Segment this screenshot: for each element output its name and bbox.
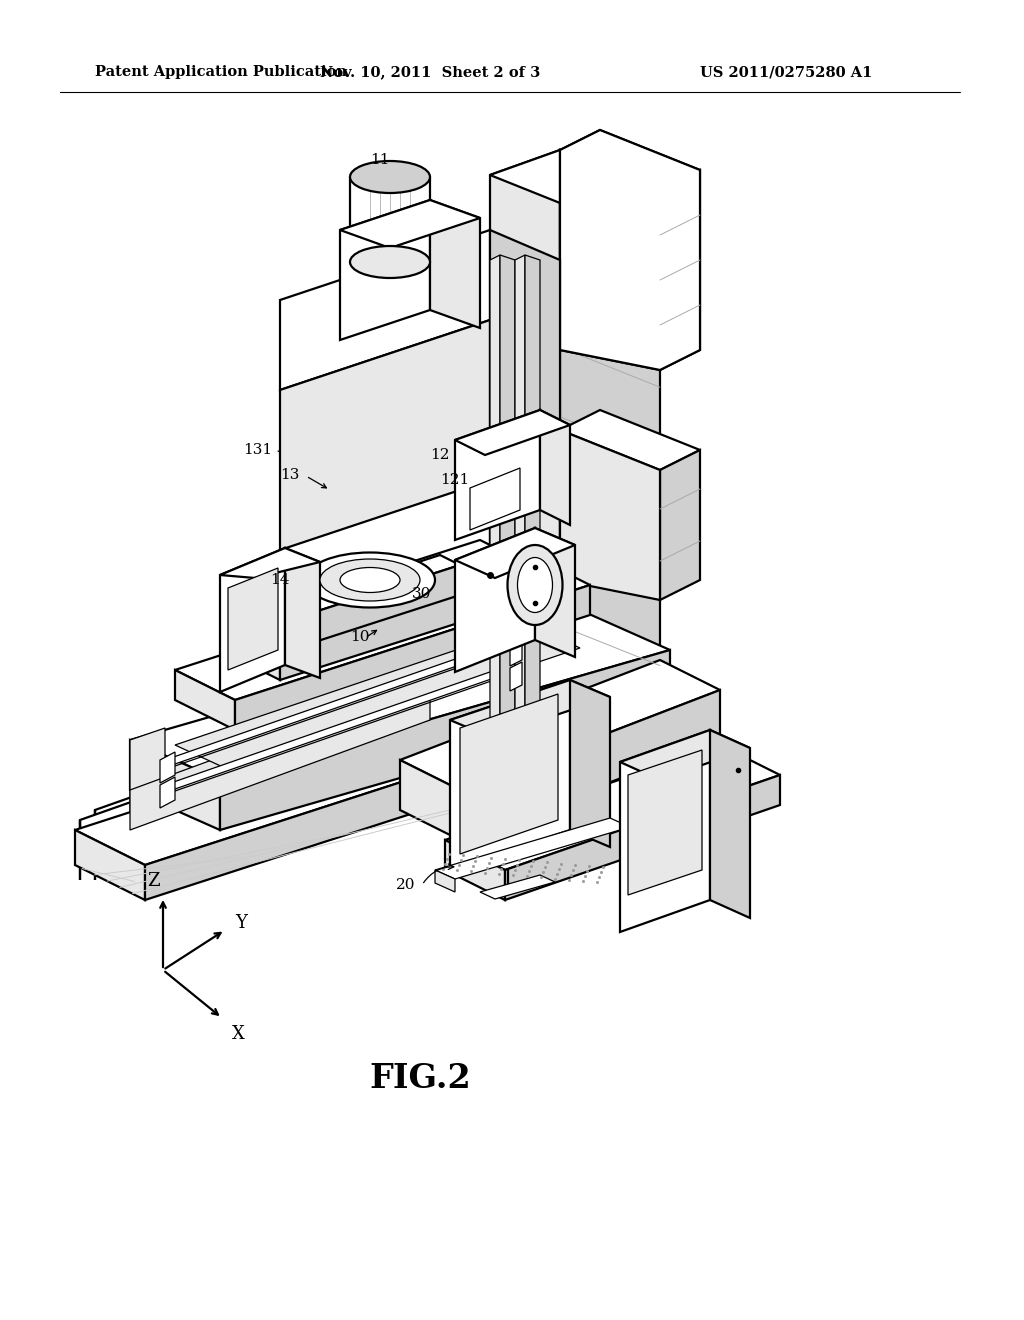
Text: 14: 14 [270,573,290,587]
Polygon shape [175,624,580,768]
Polygon shape [175,671,234,730]
Ellipse shape [305,553,435,607]
Polygon shape [450,680,570,870]
Text: FIG.2: FIG.2 [369,1061,471,1094]
Text: 20: 20 [395,878,415,892]
Polygon shape [130,610,670,780]
Polygon shape [560,129,700,190]
Polygon shape [628,750,702,895]
Text: 13: 13 [281,469,300,482]
Ellipse shape [340,568,400,593]
Polygon shape [620,730,710,932]
Polygon shape [80,700,420,861]
Polygon shape [660,170,700,370]
Polygon shape [95,696,420,845]
Polygon shape [75,830,145,900]
Text: 30: 30 [412,587,431,601]
Polygon shape [230,620,280,680]
Polygon shape [500,255,515,725]
Polygon shape [228,568,278,671]
Polygon shape [490,230,560,480]
Polygon shape [270,610,290,649]
Text: Patent Application Publication: Patent Application Publication [95,65,347,79]
Polygon shape [435,870,455,892]
Polygon shape [400,760,460,840]
Text: 10: 10 [350,630,370,644]
Polygon shape [560,150,660,370]
Polygon shape [515,255,525,725]
Polygon shape [490,150,560,755]
Polygon shape [340,201,480,248]
Polygon shape [540,411,570,525]
Polygon shape [510,663,522,690]
Polygon shape [285,548,319,678]
Polygon shape [400,660,720,789]
Ellipse shape [319,558,420,601]
Polygon shape [560,150,660,770]
FancyArrowPatch shape [424,863,454,883]
Polygon shape [160,777,175,808]
Polygon shape [455,528,535,672]
Polygon shape [560,129,700,370]
Polygon shape [435,818,630,879]
Polygon shape [280,319,490,550]
Polygon shape [460,690,720,840]
Polygon shape [130,741,220,830]
Polygon shape [340,201,430,341]
Polygon shape [480,875,555,899]
Polygon shape [234,585,590,730]
Polygon shape [75,660,670,865]
Text: X: X [232,1026,245,1043]
Polygon shape [165,665,520,789]
Polygon shape [455,411,540,540]
Polygon shape [130,680,430,830]
Polygon shape [560,430,660,601]
Polygon shape [710,730,750,917]
Polygon shape [445,840,505,900]
Polygon shape [620,730,750,780]
Polygon shape [445,744,780,870]
Polygon shape [450,680,610,737]
Polygon shape [270,554,460,620]
Ellipse shape [517,557,553,612]
Polygon shape [220,548,319,578]
Polygon shape [660,450,700,601]
Polygon shape [535,528,575,657]
Polygon shape [490,255,500,725]
Polygon shape [510,638,522,667]
Polygon shape [280,230,490,389]
Text: 131: 131 [243,444,272,457]
Polygon shape [160,752,175,783]
Polygon shape [455,528,575,578]
Polygon shape [570,680,610,847]
Polygon shape [280,565,530,680]
Text: 12: 12 [430,447,450,462]
Polygon shape [175,554,590,700]
Polygon shape [430,201,480,327]
Text: Z: Z [146,873,160,890]
Polygon shape [220,548,285,692]
Text: Nov. 10, 2011  Sheet 2 of 3: Nov. 10, 2011 Sheet 2 of 3 [319,65,540,79]
Polygon shape [130,729,165,812]
Polygon shape [490,150,660,215]
Polygon shape [220,649,670,830]
Polygon shape [230,540,530,645]
Polygon shape [165,640,520,764]
Text: 121: 121 [440,473,469,487]
Text: Y: Y [234,913,247,932]
Polygon shape [525,255,540,725]
Polygon shape [560,411,700,470]
Ellipse shape [350,246,430,279]
Polygon shape [470,469,520,531]
Polygon shape [290,565,460,649]
Polygon shape [455,411,570,455]
Text: US 2011/0275280 A1: US 2011/0275280 A1 [700,65,872,79]
Polygon shape [505,775,780,900]
Ellipse shape [350,161,430,193]
Ellipse shape [508,545,562,624]
Polygon shape [460,694,558,854]
Text: 11: 11 [371,153,390,168]
Polygon shape [145,696,670,900]
